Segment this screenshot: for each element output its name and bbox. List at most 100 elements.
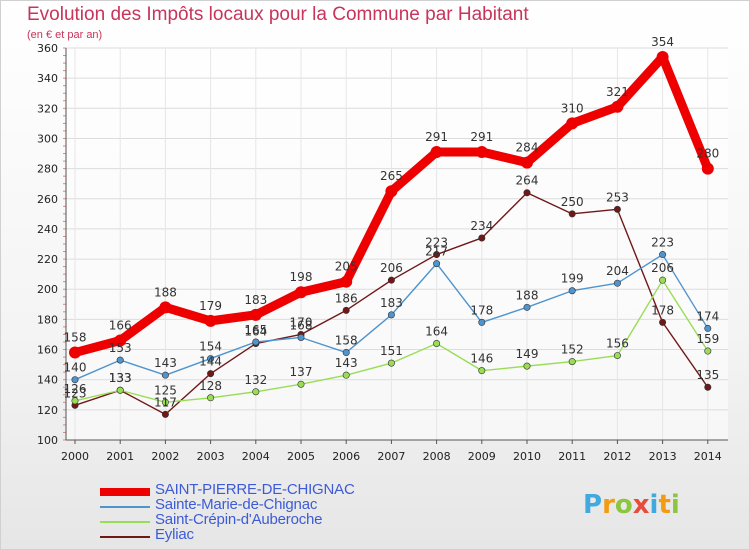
data-point-saint-pierre [656,51,669,64]
data-point-saint-crepin [433,340,441,348]
data-point-sainte-marie [252,338,260,346]
logo-letter: x [632,490,650,520]
data-label-sainte-marie: 199 [561,272,584,286]
data-label-saint-pierre: 166 [109,318,132,332]
data-point-saint-pierre [159,301,172,314]
data-label-saint-crepin: 143 [335,356,358,370]
data-point-saint-crepin [387,359,395,367]
data-label-saint-crepin: 159 [696,332,719,346]
data-label-saint-crepin: 125 [154,383,177,397]
data-label-saint-crepin: 156 [606,337,629,351]
data-point-saint-pierre [204,314,217,327]
data-label-sainte-marie: 153 [109,341,132,355]
x-tick-label: 2005 [287,450,315,463]
y-tick-label: 120 [37,404,58,417]
data-point-saint-crepin [252,388,260,396]
data-point-eyliac [659,318,667,326]
data-point-saint-crepin [478,367,486,375]
data-point-saint-crepin [71,397,79,405]
legend-label-sainte-marie: Sainte-Marie-de-Chignac [155,496,318,513]
legend-swatch-eyliac [100,536,150,538]
data-point-eyliac [613,205,621,213]
data-point-sainte-marie [71,376,79,384]
data-label-sainte-marie: 183 [380,296,403,310]
data-label-saint-pierre: 291 [425,130,448,144]
data-label-saint-pierre: 158 [64,331,87,345]
data-label-sainte-marie: 174 [696,309,719,323]
y-tick-label: 240 [37,223,58,236]
data-label-sainte-marie: 217 [425,245,448,259]
data-point-saint-pierre [114,334,127,347]
data-point-eyliac [523,189,531,197]
x-tick-label: 2012 [603,450,631,463]
data-label-sainte-marie: 188 [516,288,539,302]
data-point-sainte-marie [116,356,124,364]
data-point-sainte-marie [297,333,305,341]
data-label-eyliac: 178 [651,303,674,317]
data-point-sainte-marie [478,318,486,326]
x-tick-label: 2004 [242,450,270,463]
legend-item-eyliac: Eyliac [100,526,400,544]
data-label-saint-crepin: 164 [425,325,448,339]
x-tick-label: 2008 [423,450,451,463]
x-tick-label: 2006 [332,450,360,463]
logo-letter: i [670,490,680,520]
data-point-saint-pierre [249,308,262,321]
data-point-sainte-marie [568,287,576,295]
data-label-saint-crepin: 126 [64,382,87,396]
data-label-saint-pierre: 291 [470,130,493,144]
data-point-saint-crepin [342,371,350,379]
data-point-saint-crepin [161,398,169,406]
data-point-eyliac [161,410,169,418]
data-point-sainte-marie [704,324,712,332]
data-label-saint-crepin: 146 [470,352,493,366]
data-point-eyliac [207,370,215,378]
logo-letter: r [602,490,615,520]
data-label-eyliac: 164 [244,325,267,339]
logo-letter: P [583,490,603,520]
data-label-eyliac: 186 [335,291,358,305]
data-label-sainte-marie: 158 [335,334,358,348]
data-point-sainte-marie [523,303,531,311]
data-label-sainte-marie: 168 [290,318,313,332]
data-label-saint-crepin: 149 [516,347,539,361]
data-label-saint-pierre: 321 [606,85,629,99]
data-point-saint-crepin [523,362,531,370]
data-label-saint-pierre: 280 [696,147,719,161]
data-label-eyliac: 133 [109,371,132,385]
data-point-saint-crepin [297,380,305,388]
x-tick-label: 2010 [513,450,541,463]
chart-subtitle: (en € et par an) [27,29,103,41]
data-point-saint-pierre [340,275,353,288]
x-tick-label: 2011 [558,450,586,463]
data-point-eyliac [568,210,576,218]
legend-label-saint-pierre: SAINT-PIERRE-DE-CHIGNAC [155,481,355,498]
data-label-sainte-marie: 165 [244,323,267,337]
data-label-saint-crepin: 133 [109,371,132,385]
data-label-sainte-marie: 204 [606,264,629,278]
data-point-saint-pierre [611,100,624,113]
data-label-saint-pierre: 265 [380,169,403,183]
legend-swatch-sainte-marie [100,506,150,508]
data-label-saint-pierre: 183 [244,293,267,307]
data-label-sainte-marie: 154 [199,340,222,354]
data-point-eyliac [342,306,350,314]
x-tick-label: 2014 [694,450,722,463]
data-point-saint-pierre [295,286,307,299]
legend-label-saint-crepin: Saint-Crépin-d'Auberoche [155,511,323,528]
data-point-saint-pierre [385,185,398,198]
y-tick-label: 140 [37,374,58,387]
y-tick-label: 160 [37,344,58,357]
y-tick-label: 200 [37,283,58,296]
data-point-eyliac [387,276,395,284]
data-point-saint-crepin [116,386,124,394]
data-point-saint-crepin [613,352,621,360]
data-label-eyliac: 250 [561,195,584,209]
data-label-sainte-marie: 140 [64,361,87,375]
proxiti-logo: Proxiti [583,490,680,520]
data-label-saint-crepin: 152 [561,343,584,357]
legend-label-eyliac: Eyliac [155,526,194,543]
data-point-eyliac [704,383,712,391]
data-point-sainte-marie [433,260,441,268]
